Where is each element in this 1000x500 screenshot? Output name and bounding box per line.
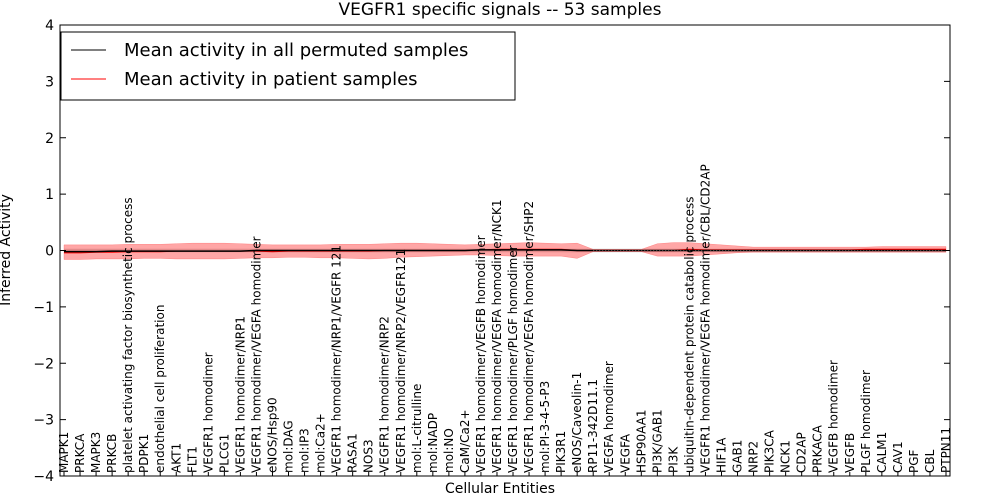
chart-title: VEGFR1 specific signals -- 53 samples	[339, 0, 662, 20]
y-tick-label: −3	[33, 413, 54, 429]
x-tick-label: VEGFR1 homodimer/NRP2/VEGFR121	[394, 249, 408, 473]
x-tick-label: VEGFR1 homodimer/PLGF homodimer	[506, 245, 520, 473]
legend-box	[60, 31, 516, 101]
x-tick-label: PI3K/GAB1	[650, 409, 664, 473]
x-tick-label: PRKCB	[105, 434, 119, 473]
x-tick-label: HIF1A	[714, 437, 728, 473]
x-tick-label: mol:NADP	[426, 413, 440, 473]
x-tick-label: MAPK3	[89, 432, 103, 473]
x-tick-label: VEGFR1 homodimer/VEGFA homodimer/CBL/CD2…	[698, 164, 712, 473]
x-tick-label: CALM1	[875, 432, 889, 473]
x-tick-label: CBL	[923, 449, 937, 473]
x-tick-label: mol:NO	[442, 428, 456, 473]
x-tick-label: VEGFB homodimer	[827, 360, 841, 473]
x-tick-label: VEGFR1 homodimer/NRP1	[233, 316, 247, 473]
x-tick-label: VEGFR1 homodimer	[201, 352, 215, 473]
x-tick-label: PIK3R1	[554, 431, 568, 473]
x-axis-label: Cellular Entities	[445, 481, 555, 497]
x-tick-label: VEGFR1 homodimer/VEGFA homodimer/SHP2	[522, 201, 536, 473]
x-tick-label: PDPK1	[137, 434, 151, 473]
patient-band	[63, 242, 947, 260]
x-tick-label: GAB1	[731, 440, 745, 473]
x-tick-label: RP11-342D11.1	[586, 379, 600, 473]
x-tick-label: VEGFR1 homodimer/NRP2	[378, 316, 392, 473]
x-tick-label: VEGFR1 homodimer/VEGFA homodimer	[249, 236, 263, 473]
plot-border	[59, 24, 951, 477]
x-tick-label: FLT1	[185, 446, 199, 473]
legend-label-patient: Mean activity in patient samples	[124, 69, 418, 90]
series-lines	[64, 248, 946, 254]
x-tick-label: CAV1	[891, 441, 905, 473]
x-tick-label: MAPK1	[57, 432, 71, 473]
x-tick-label: CaM/Ca2+	[458, 409, 472, 473]
x-tick-label: mol:Ca2+	[314, 413, 328, 473]
x-tick-label: eNOS/Hsp90	[265, 397, 279, 473]
x-tick-label: CD2AP	[795, 432, 809, 473]
x-tick-label: NRP2	[747, 441, 761, 473]
x-tick-label: eNOS/Caveolin-1	[570, 372, 584, 473]
x-tick-label: PI3K	[666, 446, 680, 473]
x-tick-label: PLGF homodimer	[859, 370, 873, 473]
y-tick-label: 3	[45, 74, 54, 90]
x-tick-label: VEGFR1 homodimer/VEGFB homodimer	[474, 235, 488, 473]
y-tick-label: −1	[33, 300, 54, 316]
y-axis-label: Inferred Activity	[0, 194, 14, 306]
x-tick-label: RASA1	[346, 433, 360, 473]
x-tick-label: AKT1	[169, 443, 183, 473]
x-tick-label: PTPN11	[939, 427, 953, 473]
x-tick-label: VEGFA	[618, 433, 632, 473]
x-tick-label: VEGFR1 homodimer/NRP1/VEGFR 121	[330, 245, 344, 473]
x-tick-label: mol:L-citrulline	[410, 384, 424, 473]
x-tick-label: mol:DAG	[282, 420, 296, 473]
x-tick-label: VEGFB	[843, 433, 857, 473]
y-tick-label: 4	[45, 18, 54, 34]
x-tick-label: NCK1	[779, 440, 793, 473]
y-tick-label: 1	[45, 187, 54, 203]
x-tick-label: platelet activating factor biosynthetic …	[121, 197, 135, 473]
y-tick-label: −2	[33, 356, 54, 372]
y-tick-label: −4	[33, 469, 54, 485]
x-tick-labels: MAPK1 PRKCA MAPK3 PRKCB platelet activating …	[57, 164, 953, 476]
x-tick-label: PRKACA	[811, 424, 825, 473]
y-tick-labels: 4 3 2 1 0 −1 −2 −3 −4	[33, 18, 950, 485]
x-tick-label: PGF	[907, 449, 921, 473]
x-tick-label: endothelial cell proliferation	[153, 305, 167, 473]
y-tick-label: 0	[45, 244, 54, 260]
x-tick-label: mol:IP3	[298, 428, 312, 473]
x-tick-label: PRKCA	[73, 433, 87, 473]
x-tick-label: VEGFR1 homodimer/VEGFA homodimer/NCK1	[490, 199, 504, 473]
x-tick-label: PLCG1	[217, 434, 231, 473]
x-tick-label: ubiquitin-dependent protein catabolic pr…	[682, 197, 696, 473]
y-tick-label: 2	[45, 131, 54, 147]
legend-label-permuted: Mean activity in all permuted samples	[124, 40, 468, 61]
x-tick-label: NOS3	[362, 439, 376, 473]
x-tick-label: VEGFA homodimer	[602, 361, 616, 473]
x-tick-label: mol:PI-3-4-5-P3	[538, 381, 552, 473]
x-tick-label: HSP90AA1	[634, 409, 648, 473]
x-tick-label: PIK3CA	[763, 429, 777, 473]
permuted-mean-line	[64, 249, 946, 253]
legend: Mean activity in all permuted samples Me…	[60, 31, 516, 101]
patient-band-area	[63, 242, 947, 260]
